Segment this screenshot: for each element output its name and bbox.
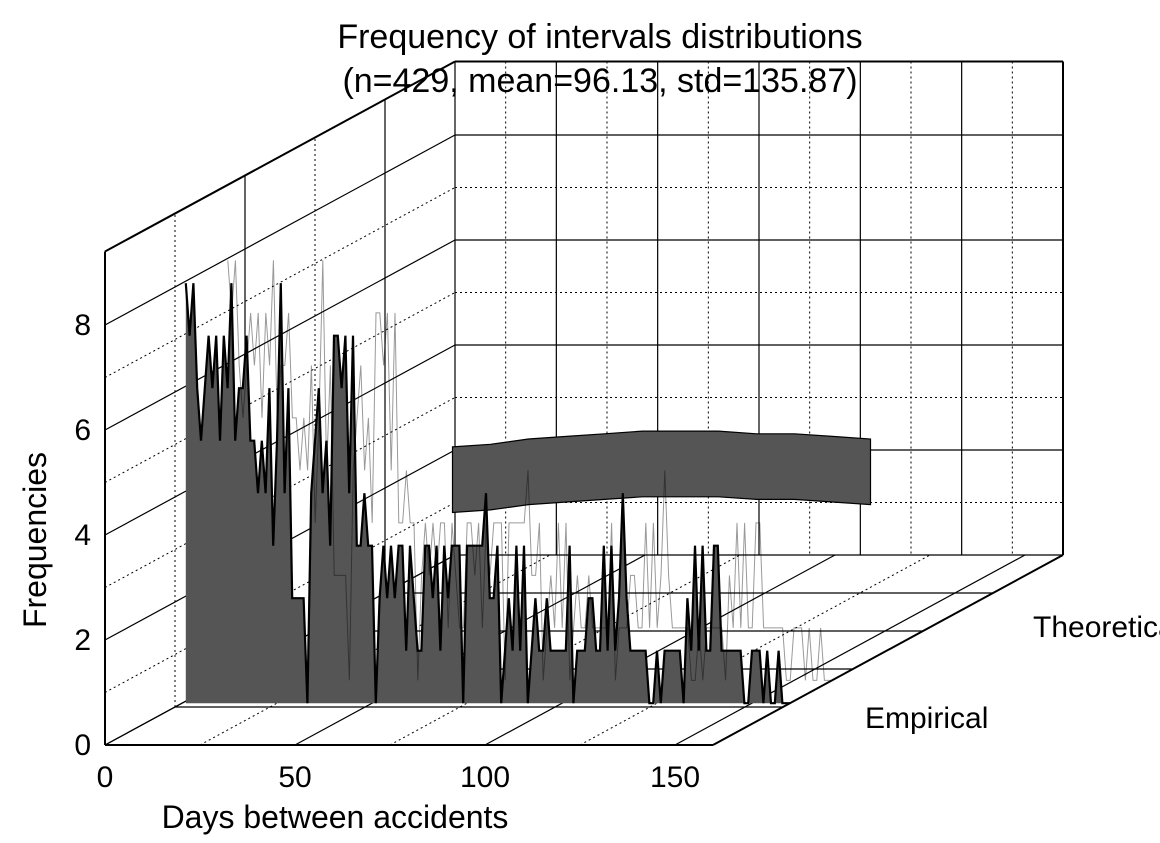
x-tick-label: 0 — [97, 761, 114, 794]
y-tick-label: 6 — [74, 414, 91, 447]
theoretical-band — [451, 430, 872, 514]
left-wall-hline — [104, 397, 456, 588]
label-layer: Frequency of intervals distributions (n=… — [17, 18, 1160, 835]
floor-right-edge — [712, 554, 1064, 746]
series-label-empirical: Empirical — [865, 702, 988, 735]
y-tick-label: 2 — [74, 624, 91, 657]
empirical-series — [184, 260, 832, 705]
empirical-rim — [227, 260, 832, 681]
floor-grid-line — [674, 554, 1026, 746]
x-axis-title: Days between accidents — [162, 799, 509, 835]
y-tick-label: 0 — [74, 729, 91, 762]
left-wall-hline — [104, 187, 456, 378]
left-wall-top-edge — [104, 60, 456, 253]
y-tick-label: 8 — [74, 309, 91, 342]
floor-grid-line — [199, 554, 551, 746]
y-axis-title: Frequencies — [17, 452, 53, 628]
floor-grid-line — [484, 554, 836, 746]
empirical-line — [184, 283, 790, 705]
frame-layer — [104, 60, 1064, 746]
series-label-theoretical: Theoretical — [1033, 611, 1160, 644]
left-wall-hline — [104, 292, 456, 483]
chart-subtitle: (n=429, mean=96.13, std=135.87) — [342, 62, 857, 100]
series-layer — [184, 260, 872, 705]
y-tick-label: 4 — [74, 519, 91, 552]
left-wall-hline — [104, 134, 456, 326]
x-tick-label: 50 — [278, 761, 311, 794]
empirical-area — [185, 283, 791, 704]
chart-title: Frequency of intervals distributions — [337, 18, 862, 56]
x-tick-label: 150 — [650, 761, 700, 794]
floor-grid-line — [579, 554, 931, 746]
left-wall-hline — [104, 502, 456, 693]
floor-grid-line — [389, 554, 741, 746]
theoretical-series — [451, 430, 872, 514]
x-tick-label: 100 — [460, 761, 510, 794]
